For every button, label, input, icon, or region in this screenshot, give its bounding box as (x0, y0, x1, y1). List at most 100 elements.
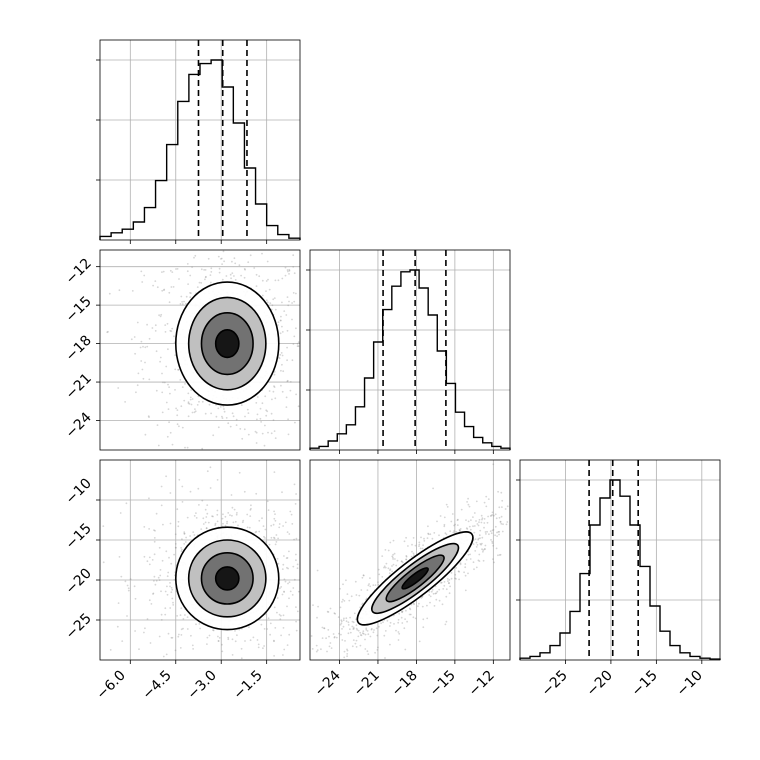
data-point (180, 607, 183, 610)
panel-frame (519, 459, 721, 661)
data-point (273, 639, 275, 642)
data-point (295, 606, 297, 608)
data-point (146, 323, 149, 326)
data-point (249, 254, 252, 257)
data-point (352, 639, 355, 641)
data-point (494, 534, 496, 537)
data-point (169, 392, 171, 395)
data-point (391, 555, 394, 558)
data-point (385, 562, 388, 565)
data-point (286, 269, 289, 271)
data-point (243, 490, 246, 493)
tick-label-x: −15 (427, 668, 459, 700)
tick-label-x: −3.0 (184, 668, 219, 703)
data-point (362, 602, 364, 605)
data-point (286, 296, 289, 298)
data-point (442, 588, 445, 590)
data-point (408, 613, 411, 616)
data-point (483, 518, 486, 520)
data-point (164, 613, 167, 616)
data-point (450, 520, 453, 523)
data-point (337, 616, 340, 618)
data-point (234, 520, 237, 523)
data-point (210, 271, 213, 273)
data-point (473, 568, 475, 571)
data-point (392, 553, 394, 556)
data-point (286, 557, 289, 559)
data-point (189, 396, 192, 399)
data-point (216, 509, 219, 512)
data-point (418, 543, 421, 546)
data-point (226, 520, 229, 523)
data-point (273, 385, 275, 387)
data-point (278, 613, 281, 616)
data-point (170, 286, 173, 288)
data-point (263, 535, 265, 538)
data-point (217, 407, 220, 410)
data-point (343, 617, 345, 620)
data-point (234, 279, 237, 281)
histogram-panel (516, 459, 721, 664)
data-point (355, 627, 358, 630)
data-point (189, 274, 192, 277)
data-point (282, 370, 285, 373)
data-point (225, 417, 228, 419)
data-point (176, 409, 179, 411)
data-point (124, 580, 127, 583)
data-point (483, 526, 485, 529)
data-point (143, 631, 145, 634)
data-point (125, 502, 128, 505)
data-point (184, 614, 186, 616)
data-point (374, 584, 377, 586)
data-point (286, 359, 288, 362)
data-point (203, 269, 206, 271)
data-point (355, 624, 358, 627)
data-point (368, 583, 370, 585)
data-point (321, 626, 324, 629)
data-point (141, 368, 144, 371)
data-point (204, 508, 207, 511)
data-point (282, 654, 284, 656)
data-point (146, 560, 149, 563)
data-point (408, 607, 411, 610)
data-point (169, 585, 171, 588)
data-point (445, 595, 448, 598)
data-point (169, 269, 172, 272)
data-point (359, 644, 362, 647)
data-point (148, 528, 151, 530)
data-point (464, 589, 467, 592)
data-point (465, 527, 468, 529)
data-point (438, 534, 440, 537)
data-point (396, 559, 399, 562)
data-point (376, 634, 379, 637)
data-point (343, 650, 346, 653)
data-point (231, 514, 233, 517)
tick-label-y: −18 (63, 333, 95, 365)
data-point (255, 273, 258, 276)
data-point (144, 361, 146, 364)
data-point (160, 590, 162, 593)
data-point (234, 640, 237, 643)
data-point (177, 635, 180, 638)
data-point (221, 650, 224, 653)
data-point (167, 408, 170, 410)
data-point (170, 591, 173, 594)
data-point (502, 523, 504, 526)
data-point (265, 299, 268, 302)
data-point (278, 357, 281, 360)
data-point (458, 570, 460, 573)
data-point (475, 541, 478, 544)
data-point (485, 495, 488, 498)
data-point (169, 329, 172, 332)
data-point (231, 638, 234, 641)
data-point (421, 605, 424, 608)
data-point (201, 499, 204, 502)
data-point (158, 635, 161, 638)
data-point (384, 566, 387, 569)
data-point (441, 603, 444, 606)
data-point (196, 286, 199, 288)
data-point (280, 586, 283, 588)
data-point (362, 632, 365, 635)
data-point (297, 405, 300, 408)
data-point (343, 600, 346, 602)
